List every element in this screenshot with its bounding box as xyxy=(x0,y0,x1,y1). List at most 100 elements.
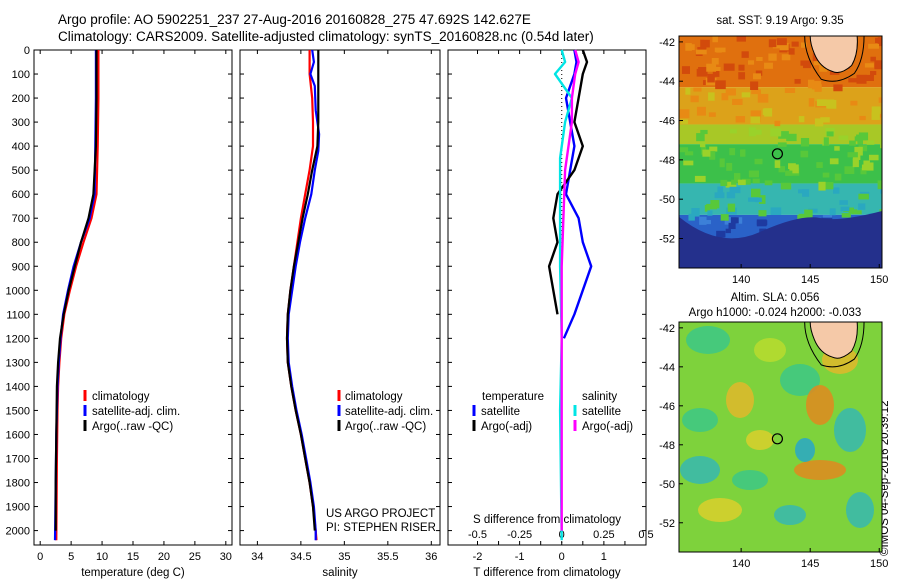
sst-cell xyxy=(814,84,822,92)
sst-cell xyxy=(868,43,879,49)
salinity-xtick-label: 34 xyxy=(251,551,263,563)
sst-cell xyxy=(750,81,759,90)
difference-line-t_argo xyxy=(547,49,589,315)
sst-cell xyxy=(802,189,810,197)
sla_map-field xyxy=(679,322,882,552)
sst-cell xyxy=(798,189,804,194)
sst-cell xyxy=(781,54,791,61)
sst-cell xyxy=(794,78,801,84)
sst-cell xyxy=(875,37,882,44)
sla_map-ytick-label: -48 xyxy=(659,440,675,452)
sst-cell xyxy=(791,41,799,47)
sst-cell xyxy=(880,135,882,144)
sst-cell xyxy=(751,89,761,95)
sst-cell xyxy=(803,63,811,69)
temperature-xtick-label: 0 xyxy=(37,551,43,563)
sst-cell xyxy=(754,197,762,203)
sst-cell xyxy=(798,116,805,123)
sst-cell xyxy=(807,79,815,89)
sst-cell xyxy=(818,181,826,191)
sst-cell xyxy=(755,70,763,76)
sst-cell xyxy=(691,208,700,217)
sst-cell xyxy=(800,137,810,147)
sst-cell xyxy=(854,136,860,142)
sst-cell xyxy=(819,63,828,72)
sst-cell xyxy=(699,141,706,148)
sst-cell xyxy=(750,116,761,124)
sst-cell xyxy=(788,48,795,55)
sst-cell xyxy=(856,134,867,141)
sst-cell xyxy=(764,108,773,117)
sst-cell xyxy=(826,99,835,109)
sst-cell xyxy=(868,154,879,161)
sst-cell xyxy=(728,222,736,230)
sst-cell xyxy=(708,112,716,117)
sst-cell xyxy=(780,182,792,190)
figure-title-line1: Argo profile: AO 5902251_237 27-Aug-2016… xyxy=(58,12,531,27)
sst_map-xtick-label: 145 xyxy=(801,274,819,286)
sla-map-title: Altim. SLA: 0.056 xyxy=(731,292,820,304)
sst-cell xyxy=(700,129,708,135)
depth-tick-label: 400 xyxy=(12,141,30,153)
sst_map-xtick-label: 150 xyxy=(870,274,888,286)
sst-cell xyxy=(712,36,718,43)
sst_map-ytick-label: -44 xyxy=(659,76,675,88)
sst-cell xyxy=(865,74,874,81)
sla-anomaly-blob xyxy=(795,438,815,462)
sst-cell xyxy=(770,128,782,137)
sst-cell xyxy=(707,73,715,83)
sla_map-ytick-label: -46 xyxy=(659,401,675,413)
sst-cell xyxy=(684,151,694,156)
sst-cell xyxy=(699,216,707,225)
sst-cell xyxy=(854,146,863,156)
depth-tick-label: 1000 xyxy=(6,285,30,297)
sst-cell xyxy=(725,88,736,96)
tasmania-land xyxy=(809,322,858,359)
sst-cell xyxy=(681,66,690,74)
sst-cell xyxy=(804,209,813,219)
sst-cell xyxy=(726,162,733,171)
sst-cell xyxy=(816,162,823,168)
depth-tick-label: 100 xyxy=(12,69,30,81)
sla-anomaly-blob xyxy=(774,505,806,525)
sst-cell xyxy=(770,207,782,216)
sla-anomaly-blob xyxy=(686,326,730,354)
sst_map-ytick-label: -42 xyxy=(659,37,675,49)
depth-tick-label: 700 xyxy=(12,213,30,225)
sla_map-ytick-label: -44 xyxy=(659,362,675,374)
depth-tick-label: 1700 xyxy=(6,453,30,465)
difference-legend-s-label: Argo(-adj) xyxy=(582,421,633,433)
sst_map-xtick-label: 140 xyxy=(732,274,750,286)
sst-cell xyxy=(756,220,768,226)
sst-cell xyxy=(834,173,842,181)
temperature-xtick-label: 10 xyxy=(96,551,108,563)
sst-cell xyxy=(757,93,769,103)
sst-cell xyxy=(706,203,717,210)
sst-cell xyxy=(748,127,756,137)
sst-cell xyxy=(834,146,840,151)
sst-cell xyxy=(789,164,799,174)
sst-cell xyxy=(679,109,690,119)
sst-cell xyxy=(833,84,843,92)
depth-tick-label: 300 xyxy=(12,117,30,129)
sst-cell xyxy=(712,70,720,77)
sst-cell xyxy=(870,70,877,76)
sst-cell xyxy=(800,60,811,66)
depth-tick-label: 900 xyxy=(12,261,30,273)
difference-frame xyxy=(447,49,647,546)
sst-cell xyxy=(693,87,702,92)
sst-cell xyxy=(698,67,708,76)
sla-anomaly-blob xyxy=(746,430,774,450)
sst-cell xyxy=(696,133,705,142)
sst-cell xyxy=(786,133,797,142)
sst-cell xyxy=(703,80,709,86)
difference-line-t_satellite xyxy=(562,49,593,339)
temperature-legend-label: climatology xyxy=(92,391,150,403)
sla_map-xtick-label: 145 xyxy=(801,558,819,570)
sst-cell xyxy=(870,56,876,62)
sla-anomaly-blob xyxy=(834,408,866,452)
sst-cell xyxy=(702,149,711,157)
sst-cell xyxy=(729,148,736,156)
depth-tick-label: 1400 xyxy=(6,381,30,393)
difference-legend-s-label: satellite xyxy=(582,406,621,418)
